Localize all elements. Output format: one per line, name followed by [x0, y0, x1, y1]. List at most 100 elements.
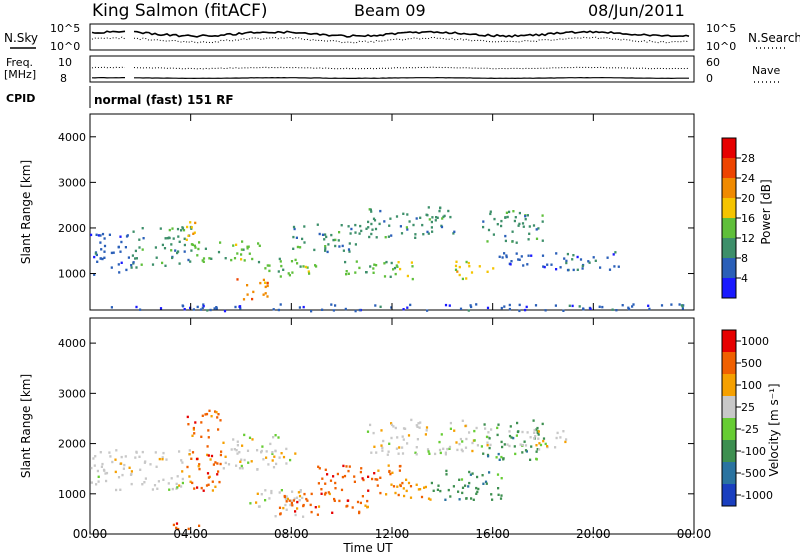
echo-cell [270, 491, 273, 495]
echo-cell [117, 245, 120, 249]
echo-cell [214, 485, 217, 488]
echo-cell [588, 261, 591, 264]
echo-cell [522, 225, 525, 228]
echo-cell [265, 456, 268, 459]
echo-cell [448, 445, 452, 449]
echo-cell [321, 233, 325, 236]
echo-cell [110, 251, 113, 255]
echo-cell [406, 306, 409, 309]
echo-cell [486, 441, 489, 444]
echo-cell [606, 256, 609, 259]
echo-cell [358, 511, 361, 515]
echo-cell [487, 431, 490, 434]
echo-cell [317, 482, 320, 485]
echo-cell [421, 223, 424, 227]
echo-cell [415, 483, 418, 486]
echo-cell [481, 474, 484, 477]
echo-cell [500, 219, 503, 223]
echo-cell [317, 465, 320, 468]
echo-cell [555, 268, 558, 271]
echo-cell [563, 257, 566, 260]
echo-cell [266, 264, 269, 267]
echo-cell [417, 488, 420, 491]
echo-cell [382, 439, 385, 443]
echo-cell [509, 425, 512, 428]
echo-cell [298, 499, 301, 502]
echo-cell [209, 308, 212, 312]
echo-cell [135, 257, 138, 260]
echo-cell [500, 306, 503, 310]
echo-cell [323, 238, 326, 241]
echo-cell [99, 234, 102, 237]
echo-cell [459, 307, 463, 310]
echo-cell [506, 215, 509, 219]
echo-cell [372, 267, 375, 270]
echo-cell [444, 498, 447, 501]
echo-cell [396, 265, 399, 268]
echo-cell [251, 438, 254, 441]
echo-cell [681, 305, 684, 308]
echo-cell [518, 211, 521, 215]
echo-cell [200, 421, 203, 424]
echo-cell [306, 499, 309, 502]
echo-cell [455, 441, 458, 444]
echo-cell [278, 506, 282, 509]
x-tick-label: 12:00 [375, 527, 410, 541]
echo-cell [285, 500, 288, 503]
echo-cell [286, 497, 289, 501]
echo-cell [141, 450, 144, 454]
echo-cell [432, 489, 435, 492]
echo-cell [538, 442, 541, 445]
echo-cell [195, 457, 199, 461]
echo-cell [264, 285, 267, 289]
echo-cell [187, 234, 190, 237]
echo-cell [396, 436, 399, 439]
echo-cell [247, 245, 250, 248]
echo-cell [375, 264, 378, 267]
echo-cell [401, 452, 405, 455]
echo-cell [272, 466, 276, 469]
colorbar-segment [722, 462, 736, 484]
echo-cell [130, 482, 133, 486]
echo-cell [272, 436, 275, 439]
echo-cell [440, 225, 444, 229]
echo-cell [521, 430, 524, 434]
echo-cell [273, 455, 276, 458]
echo-cell [210, 454, 214, 458]
echo-cell [303, 492, 306, 496]
echo-cell [471, 472, 474, 475]
echo-cell [95, 233, 98, 236]
echo-cell [324, 468, 327, 471]
echo-cell [347, 248, 351, 251]
echo-cell [389, 472, 392, 476]
echo-cell [140, 263, 143, 266]
echo-cell [365, 227, 368, 230]
echo-cell [314, 506, 317, 509]
echo-cell [341, 244, 344, 248]
echo-cell [332, 238, 335, 242]
echo-cell [436, 216, 439, 219]
echo-cell [411, 265, 414, 268]
echo-cell [294, 258, 297, 262]
echo-cell [189, 480, 192, 483]
echo-cell [414, 451, 417, 454]
echo-cell [151, 488, 154, 491]
echo-cell [459, 437, 462, 441]
echo-cell [292, 235, 295, 239]
echo-cell [393, 266, 397, 270]
echo-cell [576, 255, 579, 259]
echo-cell [332, 475, 335, 478]
noise-tick-left-high: 10^5 [50, 22, 80, 35]
echo-cell [564, 440, 567, 444]
x-tick-label: 20:00 [576, 527, 611, 541]
echo-cell [599, 266, 602, 269]
echo-cell [217, 428, 220, 431]
echo-cell [125, 235, 129, 238]
echo-cell [410, 418, 413, 422]
echo-cell [361, 477, 364, 480]
echo-cell [496, 223, 499, 226]
echo-cell [383, 220, 386, 223]
echo-cell [530, 254, 533, 257]
echo-cell [445, 473, 448, 476]
echo-cell [353, 480, 356, 483]
